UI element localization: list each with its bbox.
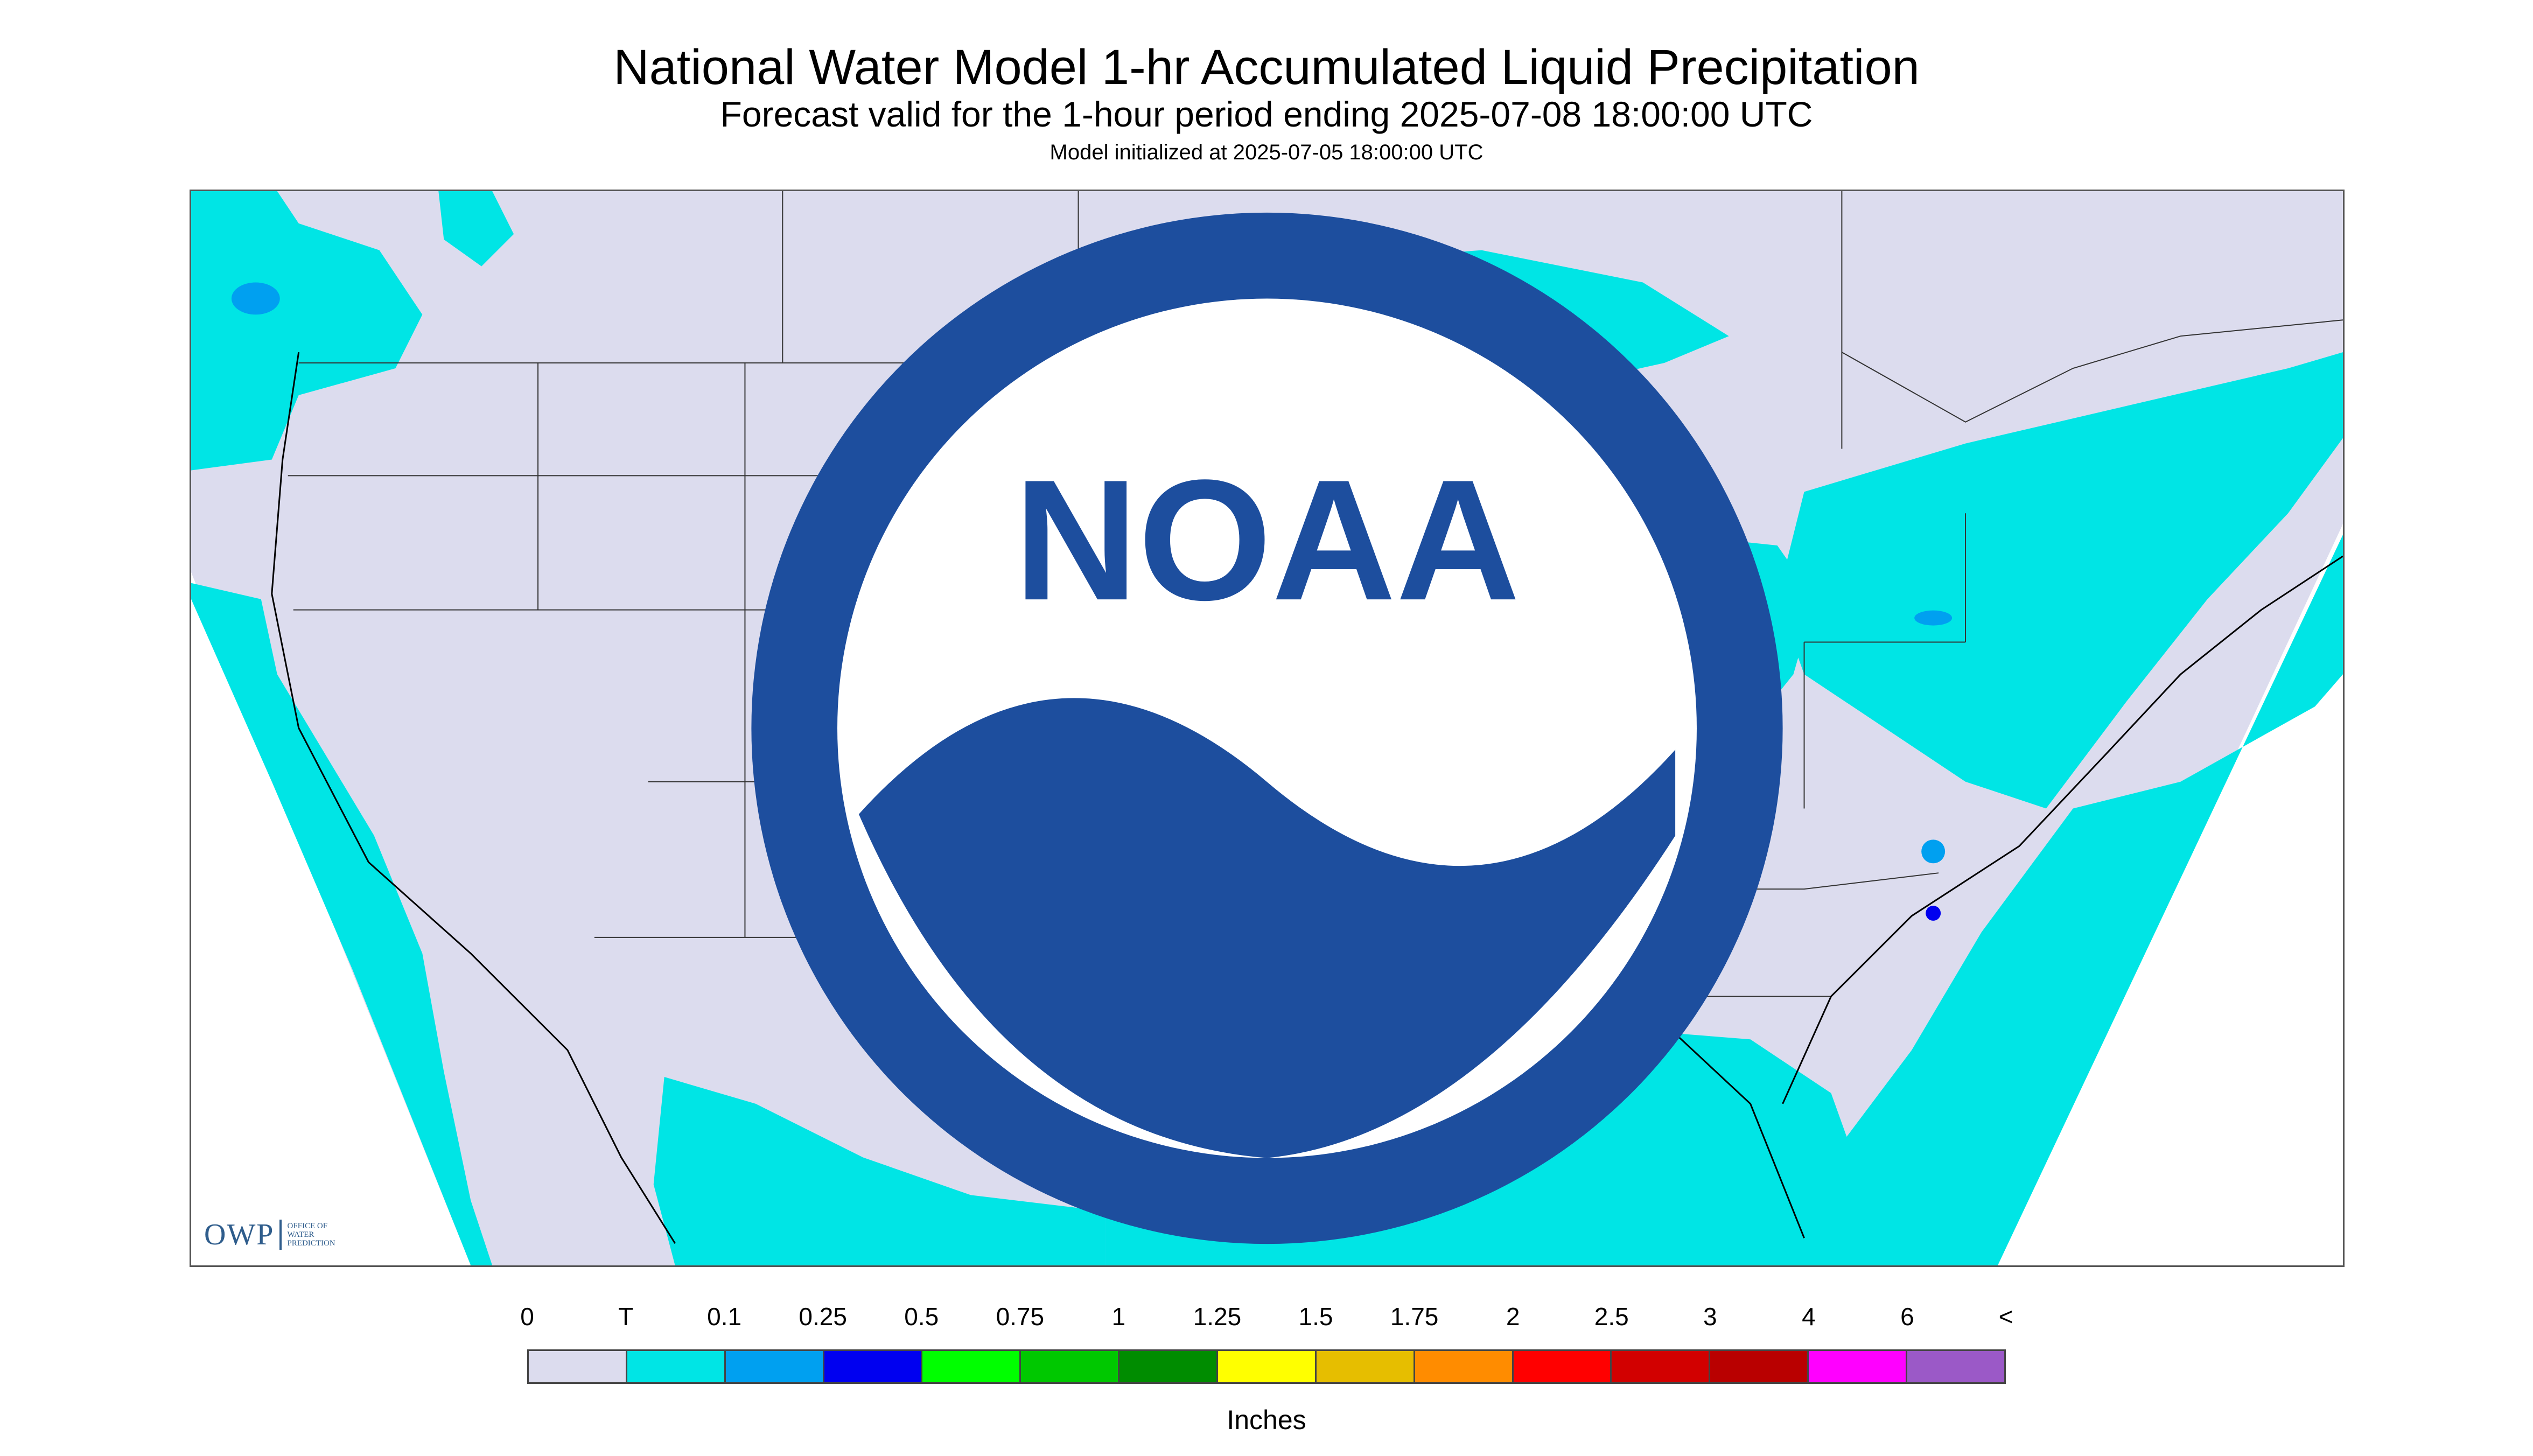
legend-tick-label: < xyxy=(1998,1303,2013,1331)
model-initialized-label: Model initialized at 2025-07-05 18:00:00… xyxy=(1049,141,1484,164)
owp-divider xyxy=(279,1220,282,1250)
legend-tick-label: 2.5 xyxy=(1594,1303,1629,1331)
precipitation-map: OWP OFFICE OF WATER PREDICTION NOAA xyxy=(190,190,2345,1267)
map-title: National Water Model 1-hr Accumulated Li… xyxy=(613,40,1920,95)
legend-swatch xyxy=(1119,1351,1219,1382)
owp-line2: WATER xyxy=(287,1230,314,1239)
legend-tick-label: 3 xyxy=(1703,1303,1717,1331)
legend-tick-labels: 0 T 0.1 0.25 0.5 0.75 1 1.25 1.5 1.75 2 2.5 3 4 6 < xyxy=(0,1302,2533,1334)
forecast-valid-subtitle: Forecast valid for the 1-hour period end… xyxy=(720,94,1813,134)
legend-swatch xyxy=(1021,1351,1120,1382)
legend-swatch xyxy=(529,1351,627,1382)
legend-swatch xyxy=(627,1351,726,1382)
legend-swatch xyxy=(1612,1351,1711,1382)
legend-swatch xyxy=(1710,1351,1809,1382)
legend-swatch xyxy=(1415,1351,1514,1382)
legend-swatch xyxy=(922,1351,1021,1382)
legend-swatch xyxy=(1316,1351,1415,1382)
legend-swatch xyxy=(1218,1351,1317,1382)
legend-tick-label: 1 xyxy=(1111,1303,1126,1331)
owp-abbr: OWP xyxy=(204,1218,275,1251)
legend-swatch xyxy=(824,1351,923,1382)
legend-tick-label: 4 xyxy=(1802,1303,1816,1331)
legend-tick-label: 1.25 xyxy=(1193,1303,1242,1331)
legend-tick-label: 1.5 xyxy=(1298,1303,1333,1331)
legend-swatch xyxy=(1809,1351,1908,1382)
legend-tick-label: 0.75 xyxy=(996,1303,1045,1331)
legend-tick-label: 0.5 xyxy=(904,1303,939,1331)
owp-line1: OFFICE OF xyxy=(287,1222,328,1230)
legend-tick-label: 2 xyxy=(1506,1303,1520,1331)
owp-fullname: OFFICE OF WATER PREDICTION xyxy=(287,1222,335,1248)
legend-tick-label: 0.25 xyxy=(799,1303,847,1331)
legend-units: Inches xyxy=(1227,1405,1306,1435)
legend-swatch xyxy=(725,1351,824,1382)
noaa-label: NOAA xyxy=(1014,444,1520,636)
owp-logo: OWP OFFICE OF WATER PREDICTION xyxy=(204,1218,335,1251)
legend-swatch xyxy=(1513,1351,1612,1382)
legend-tick-label: 1.75 xyxy=(1390,1303,1439,1331)
legend-tick-label: 0.1 xyxy=(707,1303,742,1331)
owp-line3: PREDICTION xyxy=(287,1239,335,1248)
legend-tick-label: 0 xyxy=(520,1303,534,1331)
legend-swatch xyxy=(1907,1351,2004,1382)
legend-tick-label: T xyxy=(618,1303,634,1331)
legend-tick-label: 6 xyxy=(1900,1303,1914,1331)
noaa-logo: NOAA xyxy=(751,212,1783,1244)
legend-colorbar xyxy=(527,1349,2006,1384)
